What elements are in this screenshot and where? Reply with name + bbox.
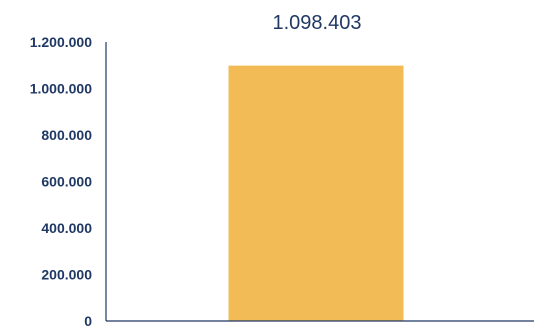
y-tick-label: 1.000.000 <box>30 81 92 97</box>
data-labels-group: 1.098.403 <box>273 12 362 34</box>
y-tick-label: 600.000 <box>41 174 92 190</box>
y-tick-label: 1.200.000 <box>30 34 92 50</box>
bar-value-label: 1.098.403 <box>273 12 362 34</box>
bar <box>228 65 404 321</box>
bars-group <box>228 65 404 321</box>
y-tick-label: 200.000 <box>41 267 92 283</box>
y-tick-label: 800.000 <box>41 127 92 143</box>
y-tick-label: 400.000 <box>41 220 92 236</box>
y-axis-ticks: 0 200.000 400.000 600.000 800.000 1.000.000 1.… <box>30 34 93 327</box>
y-tick-label: 0 <box>84 313 92 327</box>
